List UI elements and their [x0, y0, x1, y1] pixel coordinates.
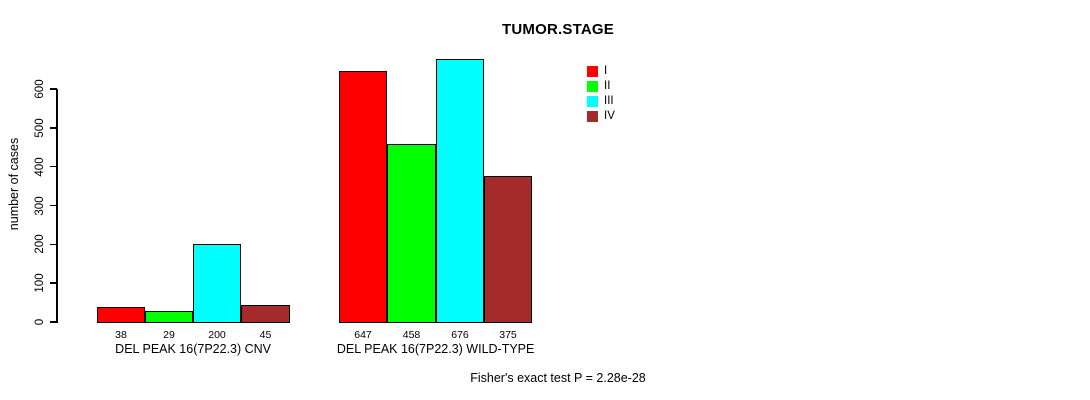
y-axis-tick-label: 300 — [34, 195, 46, 216]
y-axis-tick — [50, 127, 57, 129]
y-axis-tick — [50, 243, 57, 246]
group-label: DEL PEAK 16(7P22.3) WILD-TYPE — [336, 342, 535, 356]
bar-value-label: 45 — [259, 329, 272, 341]
bar-stage-ii-group2 — [387, 144, 436, 323]
y-axis-tick — [50, 88, 57, 90]
group-label: DEL PEAK 16(7P22.3) CNV — [115, 342, 272, 356]
y-axis-tick — [50, 165, 57, 168]
legend-color-swatch — [587, 66, 598, 77]
y-axis-tick-label: 200 — [34, 234, 46, 254]
bar-value-label: 647 — [354, 329, 372, 341]
legend-color-swatch — [587, 111, 598, 122]
legend-color-swatch — [587, 96, 598, 107]
legend-item: IV — [587, 109, 615, 124]
y-axis-tick-label: 100 — [34, 273, 46, 293]
y-axis-tick-label: 400 — [34, 157, 46, 177]
bar-stage-iv-group2 — [484, 176, 532, 323]
y-axis-tick-label: 0 — [34, 318, 46, 326]
legend-item: III — [587, 94, 615, 109]
bar-stage-iii-group2 — [436, 59, 484, 323]
bar-value-label: 29 — [163, 329, 175, 341]
legend-item: I — [587, 64, 615, 79]
legend-color-swatch — [587, 81, 598, 92]
y-axis-tick-label: 600 — [34, 79, 46, 99]
legend-label: II — [604, 80, 611, 92]
bar-value-label: 38 — [115, 329, 127, 341]
y-axis-tick — [50, 204, 57, 207]
bar-stage-i-group1 — [97, 307, 145, 323]
bar-value-label: 200 — [208, 329, 226, 341]
bar-value-label: 458 — [402, 329, 421, 341]
bar-stage-i-group2 — [339, 71, 387, 323]
bar-value-label: 676 — [451, 329, 469, 341]
legend: I II III IV — [587, 64, 615, 124]
bar-stage-iv-group1 — [241, 305, 290, 323]
legend-label: III — [604, 95, 614, 107]
y-axis-tick — [50, 282, 57, 284]
legend-label: IV — [604, 110, 615, 122]
bar-stage-ii-group1 — [145, 311, 193, 323]
legend-label: I — [604, 65, 608, 77]
bar-value-label: 375 — [499, 329, 517, 341]
legend-item: II — [587, 79, 615, 94]
y-axis-label: number of cases — [7, 137, 21, 231]
bar-stage-iii-group1 — [193, 244, 241, 323]
chart-title: TUMOR.STAGE — [502, 21, 614, 38]
stats-annotation: Fisher's exact test P = 2.28e-28 — [470, 371, 646, 385]
y-axis-tick — [50, 321, 57, 323]
y-axis-tick-label: 500 — [34, 118, 46, 138]
